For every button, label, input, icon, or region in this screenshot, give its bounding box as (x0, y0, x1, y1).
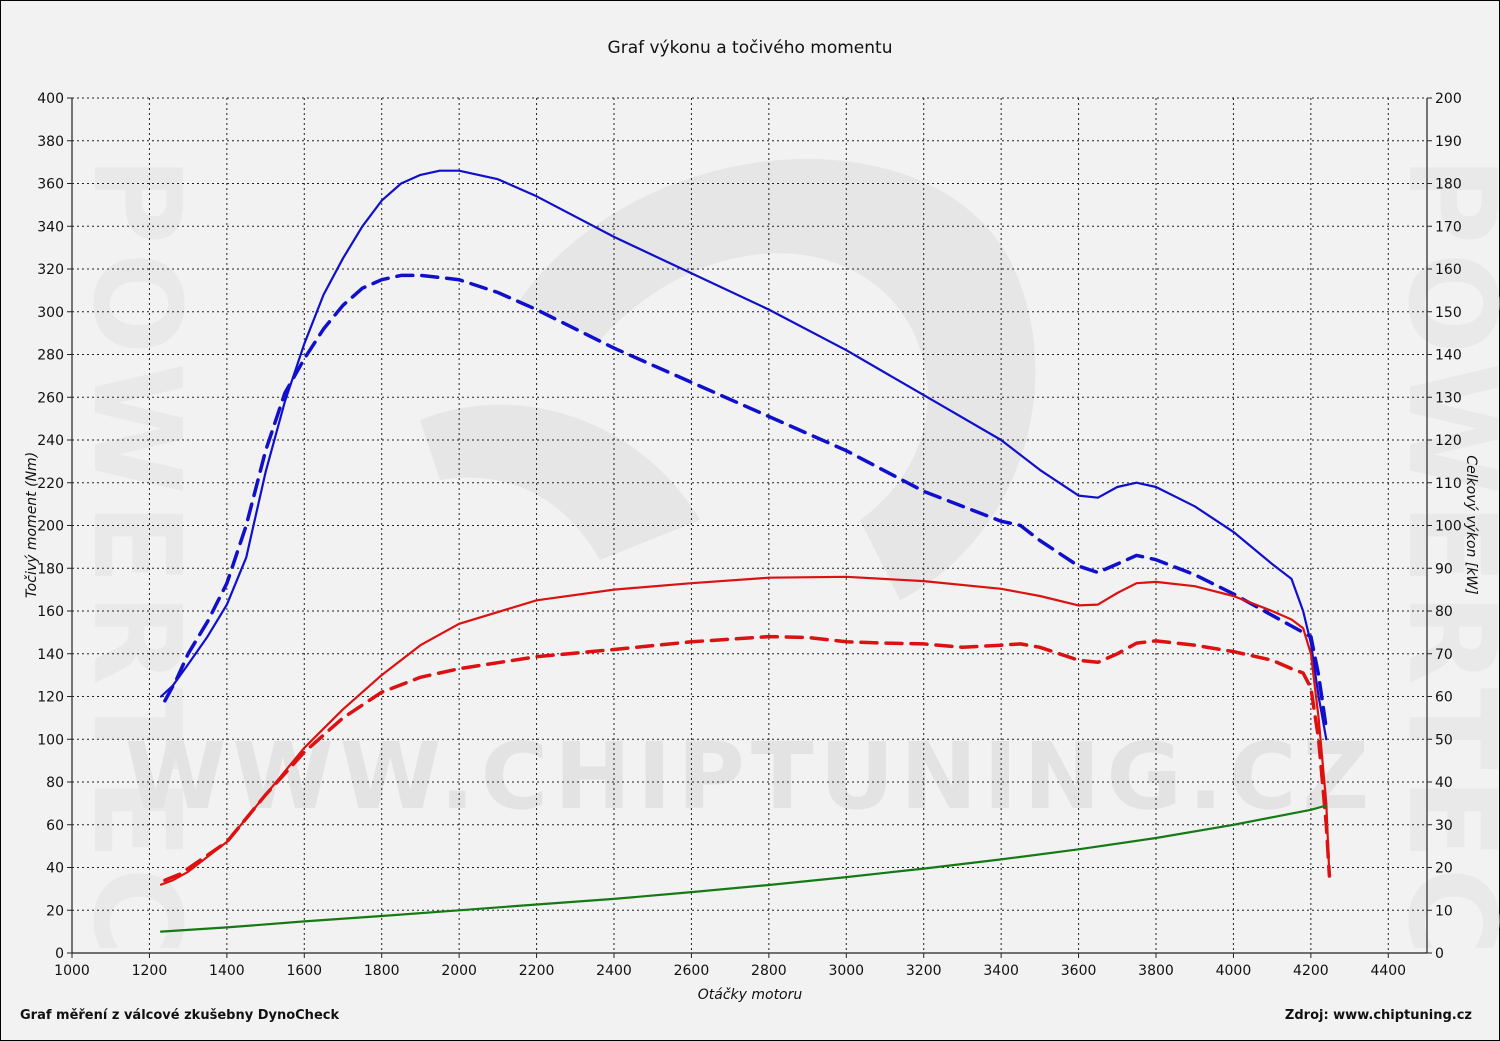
emblem-watermark (420, 158, 1036, 600)
y-right-tick-label: 90 (1435, 561, 1453, 577)
y-right-tick-label: 100 (1435, 519, 1462, 535)
grid (72, 97, 1427, 953)
y-right-tick-label: 70 (1435, 647, 1453, 663)
x-tick-label: 1600 (286, 963, 322, 979)
y-left-tick-label: 380 (37, 134, 64, 150)
y-left-tick-label: 100 (37, 732, 64, 748)
x-tick-label: 3000 (828, 963, 864, 979)
x-tick-label: 1800 (364, 963, 400, 979)
y-left-axis-ticks: 0 20 40 60 80 100 120 140 160 180 200 220 240 260 280 3… (37, 91, 72, 962)
y-left-tick-label: 0 (55, 946, 64, 962)
series-line-2 (163, 273, 1329, 731)
y-right-tick-label: 180 (1435, 177, 1462, 193)
y-right-tick-label: 50 (1435, 732, 1453, 748)
series-group (159, 169, 1332, 933)
y-left-tick-label: 40 (46, 861, 64, 877)
y-left-axis-label: Točivý moment (Nm) (24, 452, 40, 598)
y-right-tick-label: 30 (1435, 818, 1453, 834)
x-axis-label: Otáčky motoru (698, 987, 803, 1003)
y-right-axis-ticks: 0 10 20 30 40 50 60 70 80 90 100 110 120 130 140 150 160… (1427, 91, 1462, 962)
x-tick-label: 2400 (596, 963, 632, 979)
y-left-tick-label: 220 (37, 476, 64, 492)
site-watermark: WWW.CHIPTUNING.CZ (125, 723, 1375, 830)
y-left-tick-label: 60 (46, 818, 64, 834)
y-left-tick-label: 180 (37, 561, 64, 577)
y-right-tick-label: 20 (1435, 861, 1453, 877)
y-left-tick-label: 360 (37, 177, 64, 193)
y-right-tick-label: 140 (1435, 348, 1462, 364)
x-tick-label: 1400 (209, 963, 245, 979)
y-right-tick-label: 40 (1435, 775, 1453, 791)
x-tick-label: 3400 (983, 963, 1019, 979)
y-right-tick-label: 150 (1435, 305, 1462, 321)
y-left-tick-label: 140 (37, 647, 64, 663)
y-left-tick-label: 300 (37, 305, 64, 321)
y-left-tick-label: 80 (46, 775, 64, 791)
x-axis-ticks: 1000 1200 1400 1600 1800 2000 2200 2400 2600 2800… (54, 953, 1406, 979)
svg-text:POWERTEC: POWERTEC (66, 156, 205, 963)
x-tick-label: 2200 (519, 963, 555, 979)
svg-text:POWERTEC: POWERTEC (1381, 156, 1500, 963)
chart-title: Graf výkonu a točivého momentu (608, 38, 893, 58)
y-left-tick-label: 120 (37, 690, 64, 706)
x-tick-label: 4200 (1293, 963, 1329, 979)
y-right-axis-label: Celkový výkon [kW] (1463, 455, 1479, 594)
side-watermark-right: POWERTEC (1381, 156, 1500, 963)
x-tick-label: 2600 (674, 963, 710, 979)
y-right-tick-label: 0 (1435, 946, 1444, 962)
y-right-tick-label: 10 (1435, 903, 1453, 919)
y-left-tick-label: 280 (37, 348, 64, 364)
y-right-tick-label: 190 (1435, 134, 1462, 150)
x-tick-label: 4400 (1370, 963, 1406, 979)
y-right-tick-label: 120 (1435, 433, 1462, 449)
y-right-tick-label: 60 (1435, 690, 1453, 706)
x-tick-label: 1200 (132, 963, 168, 979)
y-right-tick-label: 110 (1435, 476, 1462, 492)
y-left-tick-label: 240 (37, 433, 64, 449)
y-left-tick-label: 340 (37, 219, 64, 235)
y-right-tick-label: 170 (1435, 219, 1462, 235)
y-left-tick-label: 200 (37, 519, 64, 535)
y-left-tick-label: 260 (37, 390, 64, 406)
x-tick-label: 3800 (1138, 963, 1174, 979)
y-left-tick-label: 20 (46, 903, 64, 919)
y-right-tick-label: 80 (1435, 604, 1453, 620)
footer-source-left: Graf měření z válcové zkušebny DynoCheck (20, 1008, 339, 1023)
y-left-tick-label: 160 (37, 604, 64, 620)
y-left-tick-label: 400 (37, 91, 64, 107)
y-right-tick-label: 160 (1435, 262, 1462, 278)
series-line-4 (163, 634, 1332, 883)
series-line-5 (159, 804, 1328, 933)
series-line-1 (159, 169, 1328, 741)
x-tick-label: 2000 (441, 963, 477, 979)
x-tick-label: 2800 (751, 963, 787, 979)
y-right-tick-label: 130 (1435, 390, 1462, 406)
y-right-tick-label: 200 (1435, 91, 1462, 107)
x-tick-label: 3600 (1061, 963, 1097, 979)
x-tick-label: 3200 (906, 963, 942, 979)
x-tick-label: 4000 (1216, 963, 1252, 979)
footer-source-right: Zdroj: www.chiptuning.cz (1285, 1008, 1472, 1023)
x-tick-label: 1000 (54, 963, 90, 979)
series-line-3 (159, 575, 1331, 886)
y-left-tick-label: 320 (37, 262, 64, 278)
side-watermark-left: POWERTEC (66, 156, 205, 963)
